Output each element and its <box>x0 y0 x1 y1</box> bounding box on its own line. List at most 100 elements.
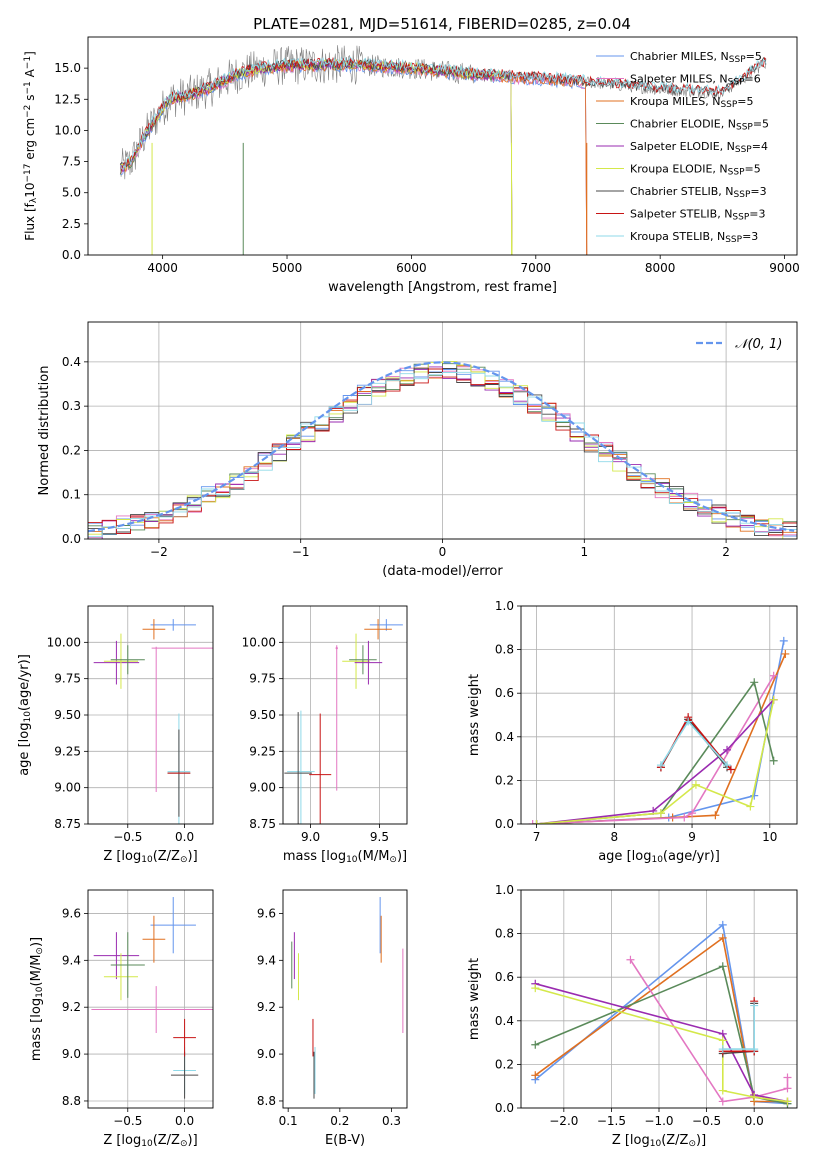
x-axis-label-part: Z [log <box>103 1133 141 1148</box>
legend-entry-part: SSP <box>729 55 746 65</box>
legend-entry-part: SSP <box>725 235 742 245</box>
plot-area-weight_vs_Z <box>531 920 792 1108</box>
series-marker <box>750 1093 759 1102</box>
x-axis-label: mass [log10(M/M⊙)] <box>283 849 407 865</box>
y-axis-label-part: age [log <box>17 723 32 776</box>
y-tick-label: 9.00 <box>249 781 276 795</box>
x-tick-label: 4000 <box>147 261 178 275</box>
legend-entry-part: =5 <box>753 118 769 131</box>
series-marker <box>656 809 665 818</box>
series-marker <box>718 1097 727 1106</box>
y-tick-label: 8.75 <box>54 817 81 831</box>
data-point <box>335 646 338 650</box>
axes-frame <box>520 605 798 825</box>
y-tick-label: 9.50 <box>54 708 81 722</box>
y-axis-label: mass [log10(M/M⊙)] <box>29 937 45 1061</box>
y-tick-label: 9.6 <box>62 906 81 920</box>
series-marker <box>723 761 732 770</box>
legend-entry-part: Kroupa MILES, N <box>630 95 720 108</box>
x-axis-label: (data-model)/error <box>382 564 503 579</box>
x-tick-label: 0.0 <box>745 1114 764 1128</box>
legend-entry-part: =4 <box>752 140 768 153</box>
y-tick-label: 0.0 <box>62 248 81 262</box>
x-axis-label-part: (M/M <box>358 849 390 864</box>
series-marker <box>781 649 790 658</box>
series-line <box>534 936 788 1103</box>
y-tick-label: 15.0 <box>54 61 81 75</box>
x-axis-label-part: mass [log <box>283 849 346 864</box>
axes-frame <box>87 36 798 256</box>
series-marker <box>718 962 727 971</box>
x-axis-label: Z [log10(Z/Z⊙)] <box>612 1133 706 1149</box>
panel-mass_vs_Z: −0.5 0.08.89.09.29.49.6Z [log10(Z/Z⊙)]mas… <box>29 889 214 1149</box>
x-tick-label: −1 <box>292 545 310 559</box>
x-tick-label: 2 <box>722 545 730 559</box>
y-axis-label-part: s <box>23 95 37 105</box>
series-marker <box>691 780 700 789</box>
y-tick-label: 2.5 <box>62 217 81 231</box>
x-tick-label: 9000 <box>769 261 800 275</box>
series-marker <box>531 1040 540 1049</box>
plot-area-age_vs_mass <box>284 619 403 824</box>
legend-entry: Kroupa STELIB, NSSP=3 <box>630 230 758 245</box>
y-axis-label: age [log10(age/yr)] <box>17 654 33 776</box>
y-tick-label: 7.5 <box>62 155 81 169</box>
legend-entry-part: Chabrier MILES, N <box>630 50 729 63</box>
x-tick-label: −0.5 <box>113 1114 142 1128</box>
series-marker <box>718 1036 727 1045</box>
figure-title: PLATE=0281, MJD=51614, FIBERID=0285, z=0… <box>253 15 631 33</box>
y-tick-label: 9.75 <box>249 672 276 686</box>
series-marker <box>718 1086 727 1095</box>
x-axis-label-part: 10 <box>651 855 663 865</box>
series-marker <box>656 761 665 770</box>
y-axis-label-part: ] <box>23 51 37 56</box>
y-tick-label: 10.0 <box>54 123 81 137</box>
series-marker <box>769 671 778 680</box>
y-tick-label: 0.4 <box>495 730 514 744</box>
legend-entry-part: =3 <box>750 185 766 198</box>
y-tick-label: 9.4 <box>257 953 276 967</box>
y-tick-label: 0.6 <box>495 686 514 700</box>
x-tick-label: 7 <box>533 830 541 844</box>
x-axis-label-part: (Z/Z <box>661 1133 688 1148</box>
plot-area-weight_vs_age <box>528 636 790 824</box>
y-axis-label-part: 10 <box>23 711 33 723</box>
series-marker <box>684 717 693 726</box>
legend-entry: Chabrier ELODIE, NSSP=5 <box>630 118 769 133</box>
legend-entry: Salpeter ELODIE, NSSP=4 <box>630 140 768 155</box>
axes-frame <box>282 605 408 825</box>
x-axis-label: Z [log10(Z/Z⊙)] <box>103 1133 197 1149</box>
x-axis-label-part: 10 <box>141 855 153 865</box>
y-tick-label: 0.4 <box>62 355 81 369</box>
y-axis-label-part: )] <box>29 937 44 947</box>
x-tick-label: −1.0 <box>644 1114 673 1128</box>
y-axis-label-part: −1 <box>23 81 33 94</box>
series-marker <box>750 678 759 687</box>
x-tick-label: −2 <box>150 545 168 559</box>
series-marker <box>746 802 755 811</box>
x-tick-label: −0.5 <box>113 830 142 844</box>
plot-area-mass_vs_EBV <box>291 897 404 1099</box>
axes-frame <box>282 889 408 1109</box>
y-tick-label: 9.4 <box>62 953 81 967</box>
axes-frame <box>87 889 214 1109</box>
x-axis-label-part: ⊙ <box>389 855 397 865</box>
x-axis-label-part: )] <box>696 1133 706 1148</box>
y-axis-label-part: ⊙ <box>35 947 45 955</box>
y-tick-label: 9.50 <box>249 708 276 722</box>
x-axis-label-part: Z [log <box>612 1133 650 1148</box>
series-marker <box>711 811 720 820</box>
y-axis-label: mass weight <box>467 958 482 1040</box>
axes-frame <box>520 889 798 1109</box>
y-tick-label: 0.8 <box>495 927 514 941</box>
y-tick-label: 0.8 <box>495 643 514 657</box>
series-marker <box>531 984 540 993</box>
y-tick-label: 9.00 <box>54 781 81 795</box>
panel-mass_vs_EBV: 0.1 0.2 0.3 8.8 9.0 9.2 9.4 9.6 E(B-V) <box>257 889 408 1148</box>
legend-entry: 𝒩(0, 1) <box>735 337 782 352</box>
x-axis-label: wavelength [Angstrom, rest frame] <box>328 280 557 295</box>
y-tick-label: 8.75 <box>249 817 276 831</box>
x-tick-label: 8 <box>610 830 618 844</box>
series-marker <box>750 1045 759 1054</box>
